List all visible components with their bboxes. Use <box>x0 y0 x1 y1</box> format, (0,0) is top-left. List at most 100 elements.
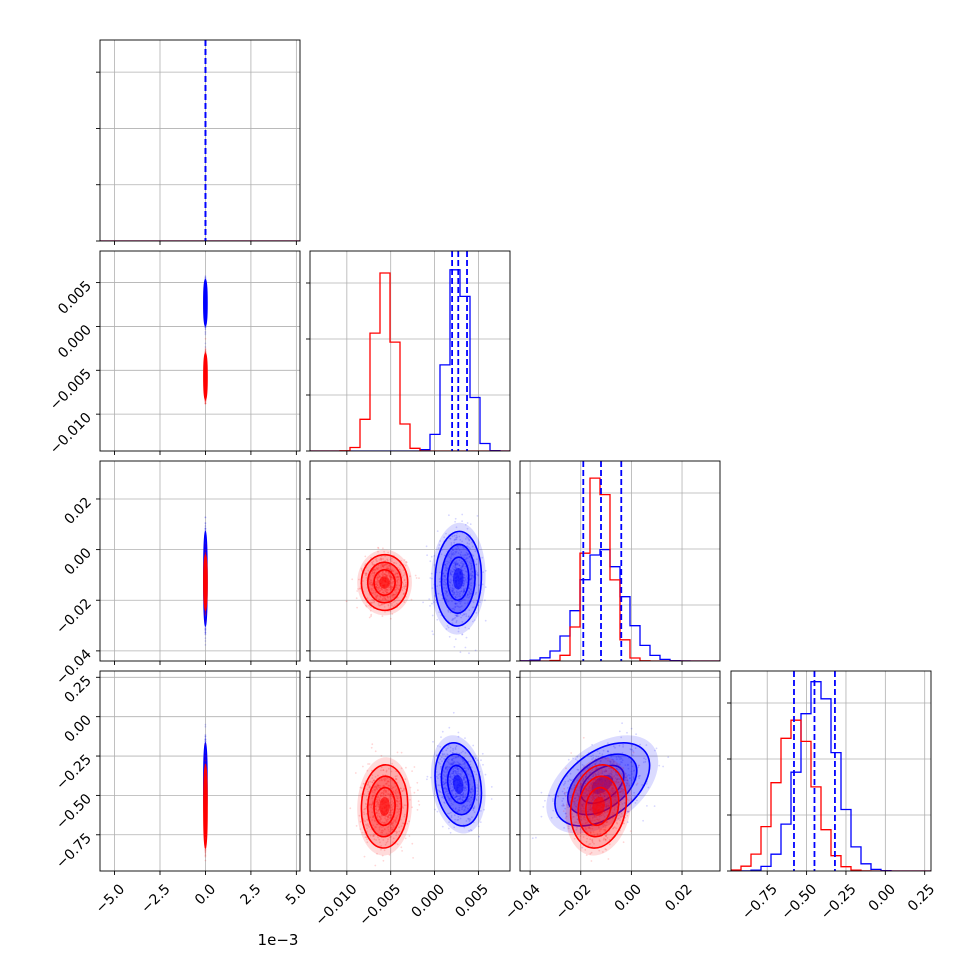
sample-point <box>392 596 394 598</box>
sample-point <box>204 738 207 741</box>
sample-point <box>364 555 367 558</box>
sample-point <box>370 613 373 616</box>
sample-point <box>370 579 372 582</box>
sample-point <box>381 564 384 567</box>
sample-point <box>376 574 379 577</box>
sample-point <box>461 540 463 543</box>
sample-point <box>454 538 457 541</box>
sample-point <box>384 611 386 613</box>
sample-point <box>378 604 381 607</box>
sample-point <box>453 587 455 590</box>
sample-point <box>449 572 452 575</box>
sample-point <box>381 570 384 573</box>
sample-point <box>380 566 382 569</box>
sample-point <box>454 616 457 619</box>
sample-point <box>470 562 473 565</box>
sample-point <box>453 617 456 620</box>
sample-point <box>383 573 386 575</box>
sample-point <box>458 590 461 593</box>
sample-point <box>204 349 207 351</box>
sample-point <box>454 595 457 598</box>
sample-point <box>438 611 441 613</box>
sample-point <box>382 563 385 566</box>
sample-point <box>466 527 469 530</box>
sample-point <box>446 567 449 570</box>
sample-point <box>376 576 379 579</box>
sample-point <box>450 551 453 553</box>
sample-point <box>461 566 464 569</box>
sample-point <box>370 591 373 594</box>
sample-point <box>368 616 371 619</box>
sample-point <box>460 551 463 554</box>
sample-point <box>429 577 432 579</box>
sample-point <box>449 588 452 591</box>
sample-point <box>380 558 383 560</box>
sample-point <box>454 602 457 605</box>
sample-point <box>468 543 471 545</box>
sample-point <box>204 628 207 631</box>
sample-point <box>396 575 399 578</box>
sample-point <box>383 589 385 592</box>
sample-point <box>403 587 406 590</box>
sample-point <box>468 615 470 617</box>
sample-point <box>466 542 469 545</box>
sample-point <box>378 559 381 561</box>
sample-point <box>464 553 467 556</box>
sample-point <box>204 402 207 405</box>
sample-point <box>374 591 377 594</box>
sample-point <box>376 560 379 563</box>
sample-point <box>396 572 399 575</box>
sample-point <box>204 633 207 635</box>
sample-point <box>443 554 446 557</box>
sample-point <box>470 578 473 580</box>
sample-point <box>476 558 478 561</box>
sample-point <box>472 620 474 623</box>
sample-point <box>365 577 368 579</box>
sample-point <box>204 637 207 640</box>
sample-point <box>389 574 392 577</box>
sample-point <box>459 595 462 598</box>
sample-point <box>452 551 455 554</box>
sample-point <box>471 574 473 577</box>
sample-point <box>390 560 393 563</box>
sample-point <box>388 572 391 575</box>
sample-point <box>392 605 395 608</box>
sample-point <box>376 595 379 598</box>
sample-point <box>385 590 387 593</box>
sample-point <box>382 565 385 568</box>
sample-point <box>204 611 207 613</box>
sample-point <box>443 536 446 539</box>
sample-point <box>460 560 463 563</box>
sample-point <box>430 572 433 575</box>
sample-point <box>204 627 207 629</box>
sample-point <box>463 567 466 570</box>
sample-point <box>393 589 396 592</box>
sample-point <box>373 572 375 574</box>
sample-point <box>457 630 460 633</box>
sample-point <box>450 557 452 560</box>
panel-grid-2-1 <box>310 461 510 661</box>
sample-point <box>376 577 378 580</box>
sample-point <box>372 591 375 594</box>
sample-point <box>462 564 465 567</box>
sample-point <box>373 589 375 592</box>
sample-point <box>468 587 470 590</box>
sample-point <box>454 563 457 565</box>
sample-point <box>378 587 381 590</box>
sample-point <box>373 601 375 604</box>
sample-point <box>444 563 446 566</box>
sample-point <box>204 725 207 728</box>
sample-point <box>384 573 386 576</box>
sample-point <box>204 350 207 352</box>
sample-point <box>382 565 385 568</box>
sample-point <box>204 734 207 737</box>
sample-point <box>464 554 466 557</box>
sample-point <box>453 562 455 565</box>
sample-point <box>391 582 393 585</box>
sample-point <box>204 400 207 402</box>
sample-point <box>204 275 207 277</box>
sample-point <box>376 581 378 583</box>
sample-point <box>463 587 465 590</box>
sample-point <box>445 569 448 572</box>
sample-point <box>392 593 395 596</box>
